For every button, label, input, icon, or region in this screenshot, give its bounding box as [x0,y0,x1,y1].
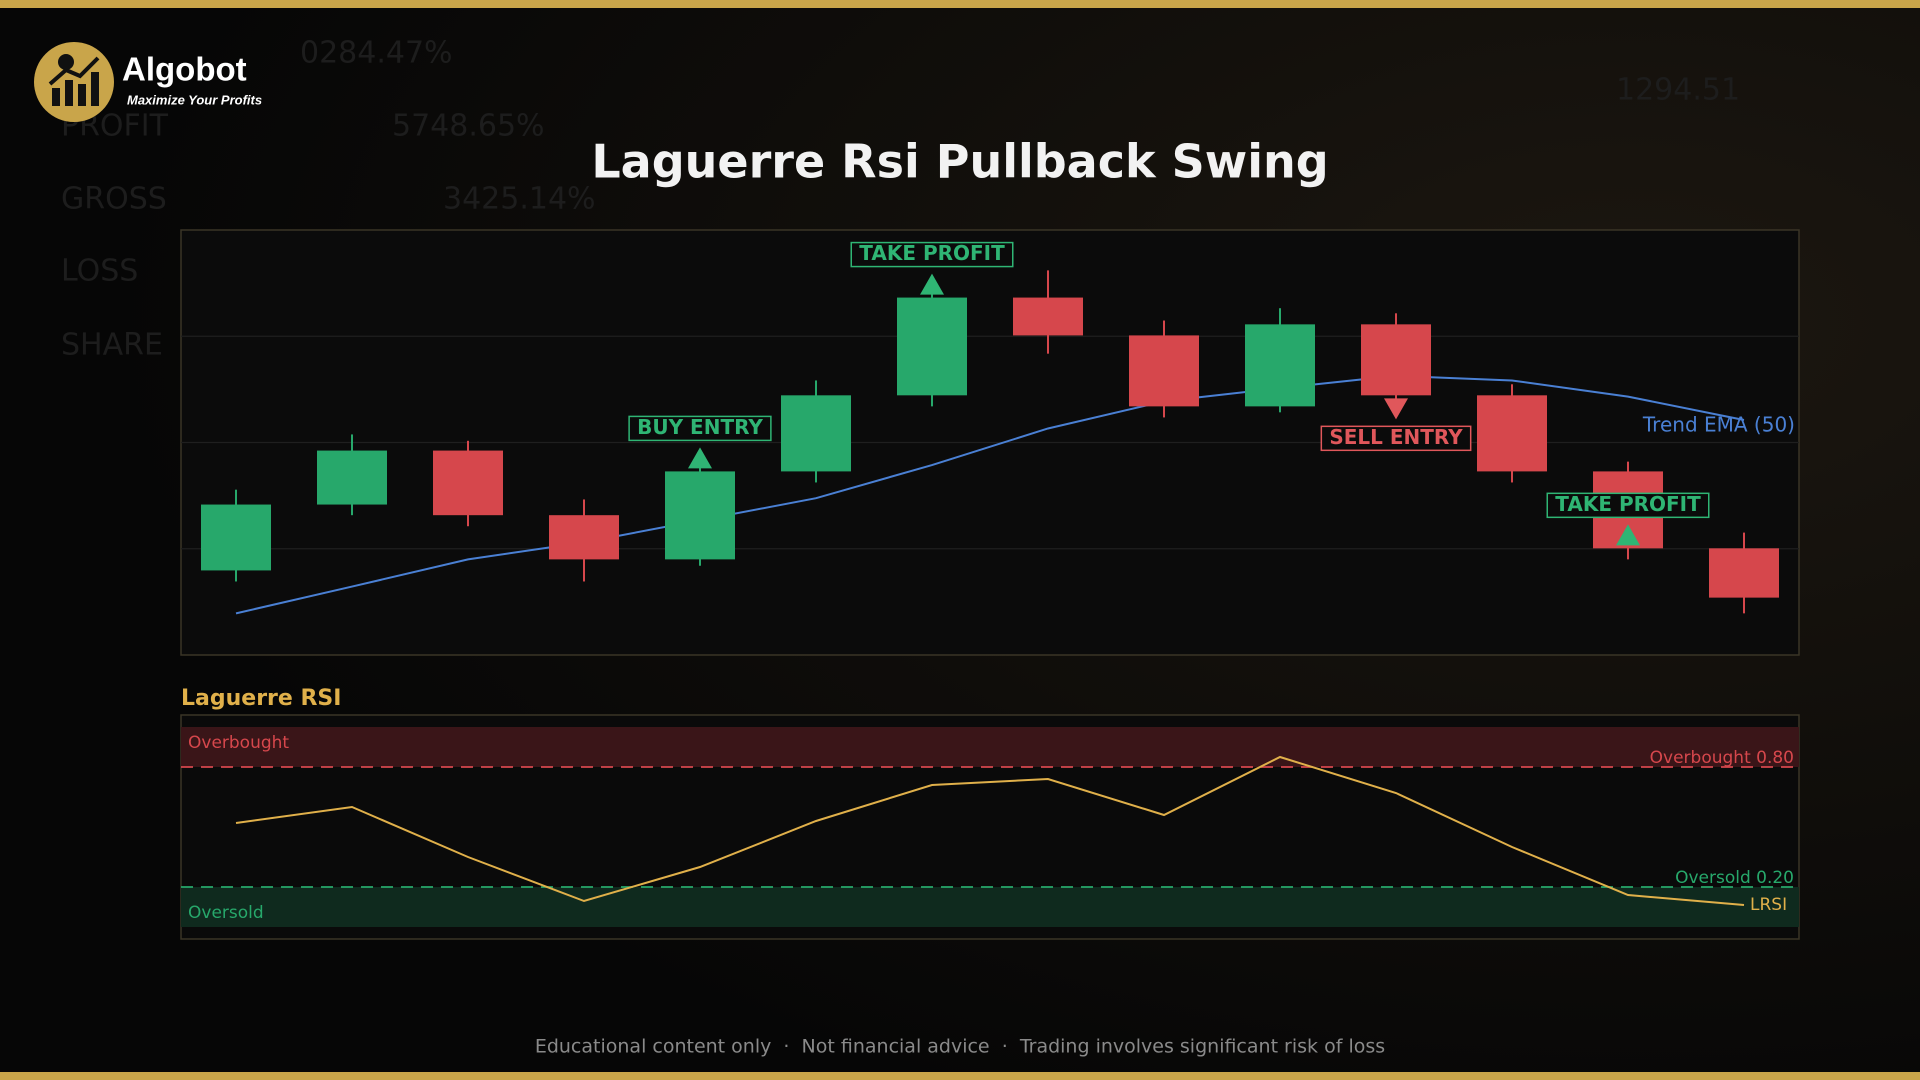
logo-arrow [48,56,100,86]
candle-body [1013,297,1083,336]
candle-body [665,471,735,560]
bottom-border [0,1072,1920,1080]
logo-bar [52,88,60,106]
background-text: GROSS [61,182,167,217]
charts: Laguerre Rsi Pullback Swing Trend EMA (50… [180,135,1800,940]
zone-label: Overbought [188,733,289,753]
ema-line [235,374,1745,615]
signal-box [850,241,1014,268]
candle-body [897,297,967,396]
candle-body [433,450,503,516]
footer: Educational content only · Not financial… [535,1036,1385,1058]
signal-arrow [920,273,944,295]
chart-title: Laguerre Rsi Pullback Swing [591,135,1328,189]
panel-title: Laguerre RSI [181,686,341,711]
candle-body [549,515,619,560]
level-label: Overbought 0.80 [1650,748,1794,768]
signal-arrow [688,447,712,469]
background-text: 1294.51 [1616,73,1740,108]
zone-label: Oversold [188,903,264,923]
candle-body [201,504,271,571]
background-text: 5748.65% [392,109,545,144]
logo: Algobot Maximize Your Profits [34,42,262,122]
top-border [0,0,1920,8]
candle-body [1245,324,1315,407]
candle-body [1361,324,1431,396]
tagline: Maximize Your Profits [127,92,262,107]
signal-label: SELL ENTRY [1329,425,1463,449]
background-text: LOSS [61,254,138,289]
brand: Algobot [122,51,247,88]
logo-bar [78,84,86,106]
signal-arrow [1384,398,1408,420]
candle-body [1477,395,1547,472]
signal-box [628,415,772,442]
logo-coin [58,54,74,70]
ema-label: Trend EMA (50) [1642,413,1795,437]
zone [181,727,1799,767]
background-text: 3425.14% [443,182,596,217]
background-text: SHARE [61,328,163,363]
lrsi-line [235,755,1745,906]
signal-box [1320,425,1472,452]
signal-box [1546,492,1710,519]
signal-label: TAKE PROFIT [1555,492,1701,516]
background-text: 0284.47% [300,36,453,71]
zone [181,887,1799,927]
signal-label: TAKE PROFIT [859,241,1005,265]
candle-body [1129,335,1199,407]
logo-badge [34,42,114,122]
signal-label: BUY ENTRY [637,415,763,439]
candle-body [781,395,851,472]
background-texts: 0284.47%PROFIT 5748.65%GROSS 3425.14%LOSSS… [61,36,1740,363]
logo-bar [65,80,73,106]
lrsi-label: LRSI [1750,895,1787,915]
logo-bar [91,72,99,106]
candle-body [1709,548,1779,598]
candle-body [317,450,387,505]
signal-arrow [1616,524,1640,546]
level-label: Oversold 0.20 [1675,868,1794,888]
